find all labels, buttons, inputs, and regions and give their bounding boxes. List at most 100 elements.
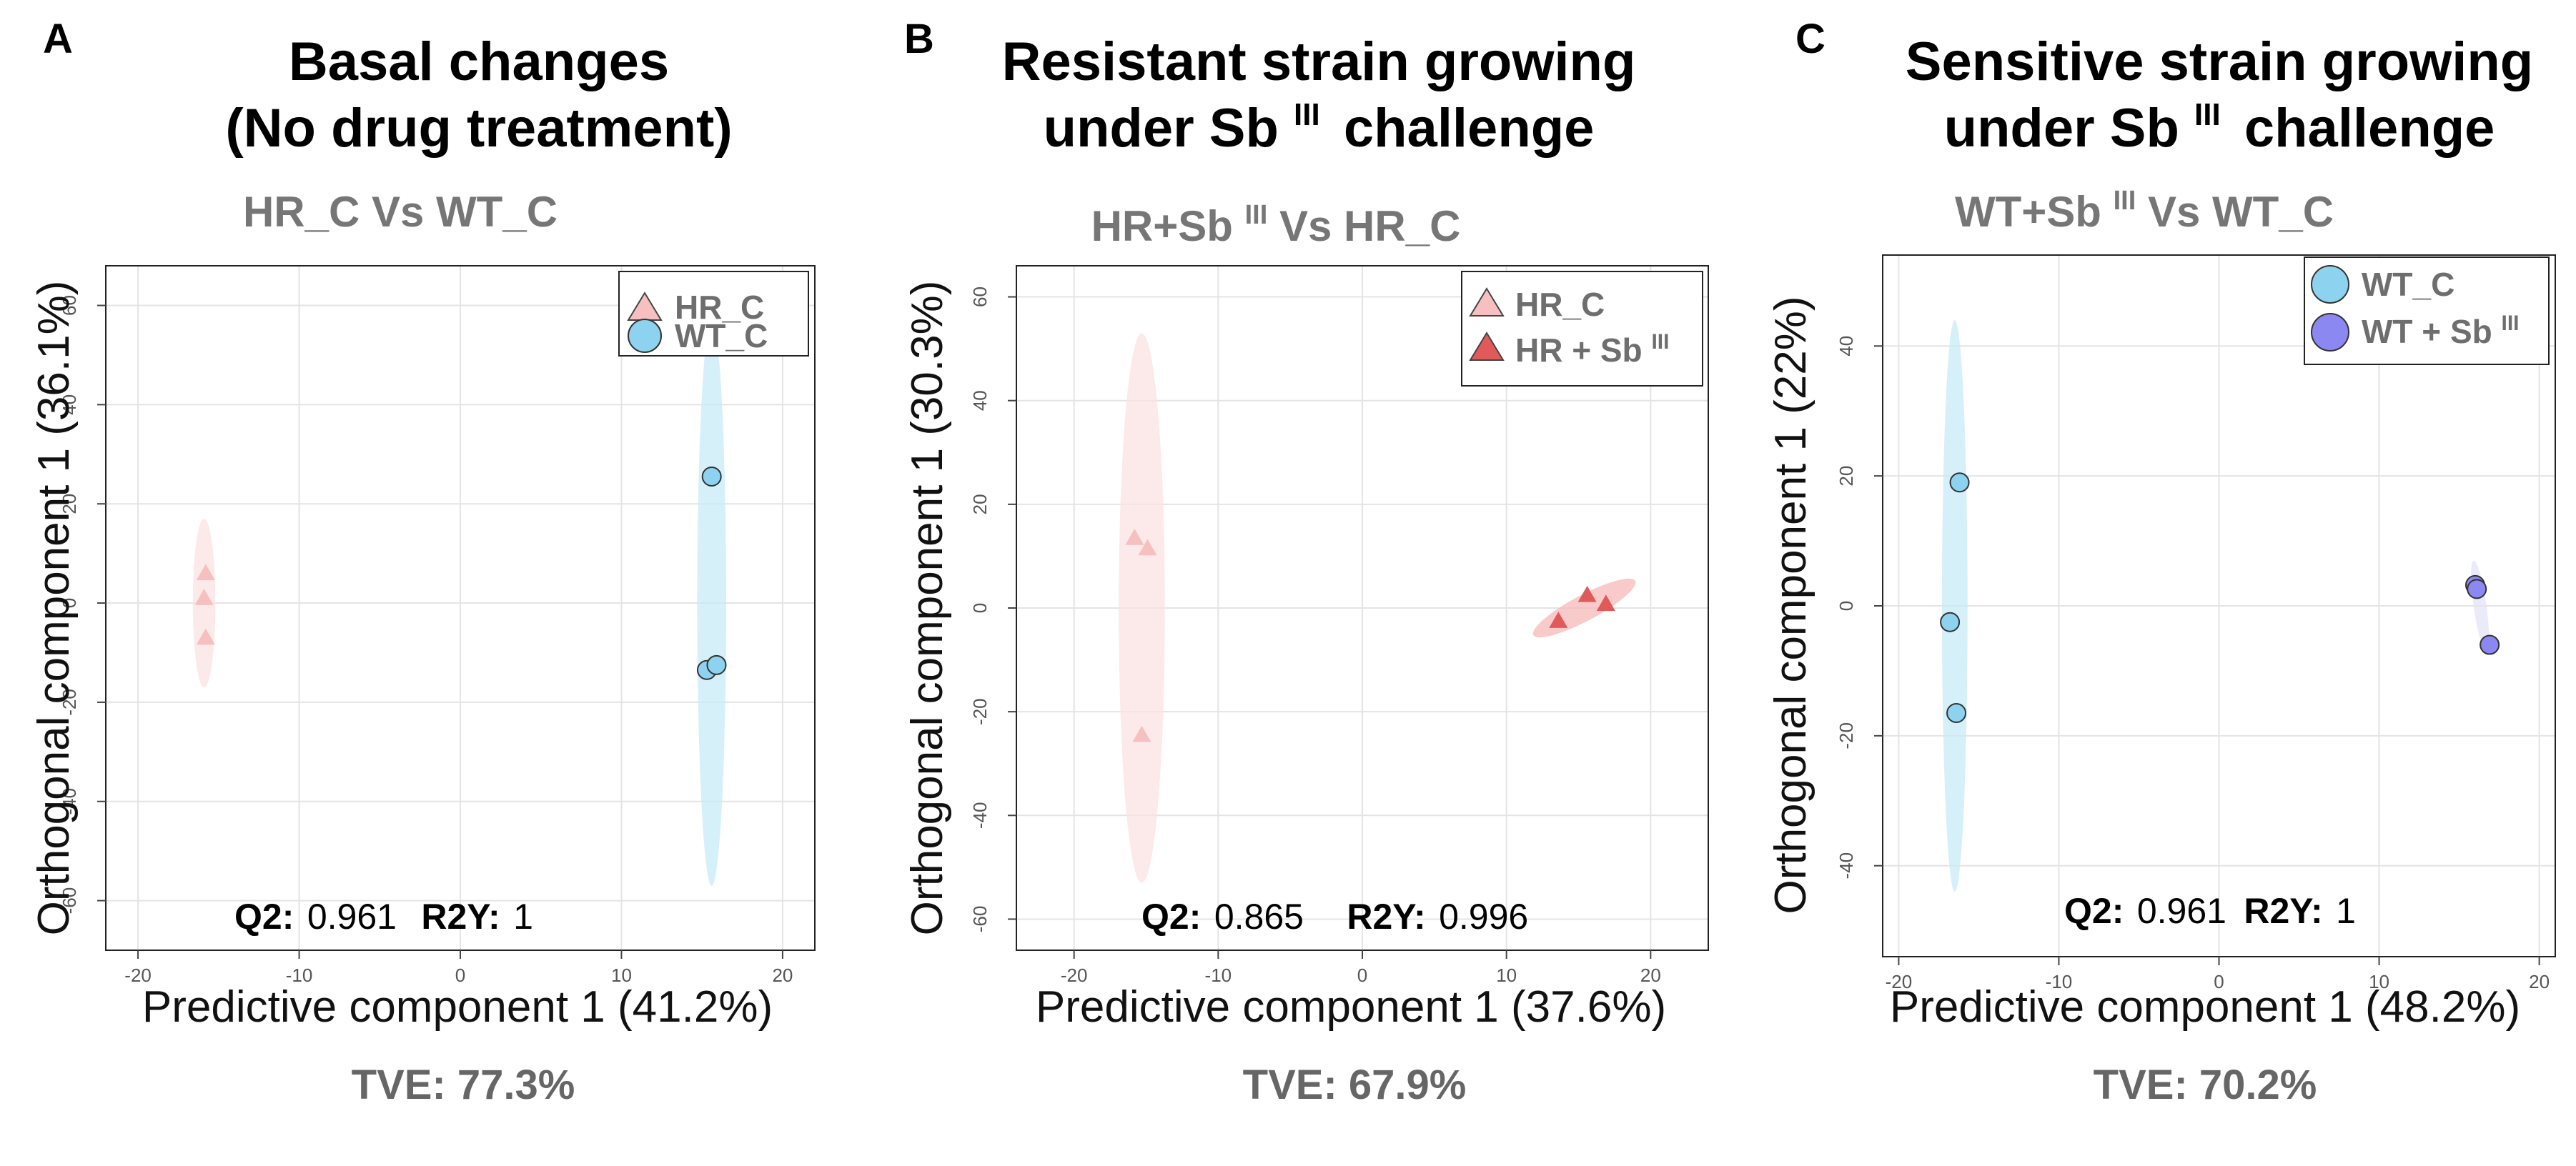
panel-c-points [1940, 472, 2500, 724]
panel-b-ytick-label: 20 [969, 494, 991, 514]
panel-b-ellipse-hr-c [1119, 333, 1165, 883]
panel-c-xtick-label: -10 [2046, 971, 2073, 992]
panel-a-ytick-label: 60 [59, 295, 80, 316]
panel-b-ylabel: Orthogonal component 1 (30.3%) [903, 281, 952, 936]
panel-c-ytick-label: 40 [1836, 336, 1857, 357]
panel-b-q2-label: Q2: [1141, 897, 1201, 937]
panel-c-point-wt-c [1946, 703, 1967, 724]
panel-a-ytick-label: -20 [59, 689, 80, 716]
panel-b-title-line2: under Sb III challenge [1044, 76, 1595, 159]
panel-b-ytick-label: 60 [969, 286, 991, 307]
panel-b-r2y-value: 0.996 [1439, 897, 1528, 937]
panel-b-legend: HR_C HR + Sb III [1461, 271, 1703, 387]
panel-c-legend-label-wt-c: WT_C [2362, 266, 2454, 303]
panel-c-ylabel: Orthogonal component 1 (22%) [1766, 296, 1815, 914]
panel-c-title-line2-end: challenge [2244, 98, 2495, 159]
panel-b-point-hr-c [1125, 529, 1144, 545]
panel-a-point-wt-c [701, 467, 722, 487]
panel-b-ytick-label: 40 [969, 390, 991, 411]
panel-a-title-line1: Basal changes [289, 31, 669, 92]
panel-b-xlabel: Predictive component 1 (37.6%) [1036, 982, 1666, 1032]
panel-a-point-hr-c [196, 628, 215, 645]
panel-c-title-superscript: III [2194, 97, 2221, 132]
panel-c: C Sensitive strain growing under Sb III … [1766, 16, 2556, 1108]
panel-b-ytick-label: -20 [969, 698, 991, 725]
panel-a: A Basal changes (No drug treatment) HR_C… [29, 16, 816, 1108]
panel-a-ytick-label: 40 [59, 394, 80, 415]
panel-c-xtick-label: 10 [2369, 971, 2389, 992]
panel-a-tve: TVE: 77.3% [352, 1062, 575, 1108]
panel-c-tve: TVE: 70.2% [2094, 1062, 2317, 1108]
panel-b-legend-box [1461, 271, 1703, 387]
panel-b-legend-label-hr-sb-text: HR + Sb [1515, 332, 1643, 369]
panel-c-ytick-label: 0 [1836, 601, 1857, 611]
panel-letter-b: B [904, 16, 934, 62]
panel-a-point-hr-c [196, 564, 215, 581]
panel-a-ylabel: Orthogonal component 1 (36.1%) [29, 281, 79, 936]
panel-b-point-hr-sb [1596, 594, 1615, 611]
panel-c-q2-label: Q2: [2064, 891, 2124, 931]
panel-b-xtick-label: 0 [1357, 965, 1367, 986]
panel-c-title-line1: Sensitive strain growing [1906, 31, 2533, 92]
panel-a-points [194, 467, 727, 680]
panel-c-r2y-label: R2Y: [2244, 891, 2322, 931]
panel-a-point-wt-c [706, 654, 727, 675]
panel-c-legend-marker-wt-sb [2311, 313, 2349, 352]
panel-c-legend-marker-wt-c [2311, 265, 2349, 304]
panel-b-xtick-label: 20 [1640, 965, 1661, 986]
panel-a-legend-marker-wt-c [628, 319, 662, 353]
panel-b-title-line2-text: under Sb [1044, 98, 1279, 159]
panel-b-legend-marker-hr-sb [1469, 332, 1505, 361]
panel-a-subtitle: HR_C Vs WT_C [243, 188, 558, 236]
panel-b-subtitle-superscript: III [1245, 200, 1268, 230]
panel-b-q2-value: 0.865 [1214, 897, 1304, 937]
panel-c-subtitle-part1: WT+Sb [1955, 188, 2101, 236]
panel-c-ellipse-wt-c [1941, 319, 1968, 892]
panel-a-legend: HR_C WT_C [618, 271, 809, 357]
panel-c-ticks: -20 -10 0 10 20 -40 -20 0 20 40 [1836, 336, 2550, 992]
panel-a-ellipse-wt-c [697, 320, 726, 886]
panel-a-ytick-label: 0 [59, 598, 80, 608]
panel-b-point-hr-sb [1577, 585, 1597, 602]
panel-b-ytick-label: -60 [969, 906, 991, 933]
panel-b-legend-marker-hr-c [1469, 287, 1505, 317]
panel-b-tve: TVE: 67.9% [1243, 1062, 1467, 1108]
panel-c-title-line2: under Sb III challenge [1944, 76, 2495, 159]
panel-b-title-line2-end: challenge [1344, 98, 1595, 159]
panel-b-legend-label-hr-c: HR_C [1515, 286, 1605, 323]
panel-a-xtick-label: 10 [611, 965, 632, 986]
panel-a-point-hr-c [194, 589, 214, 605]
panel-c-metrics: Q2: 0.961 R2Y: 1 [2064, 891, 2356, 931]
panel-a-ytick-label: 20 [59, 494, 80, 514]
panel-c-xtick-label: 20 [2529, 971, 2550, 992]
panel-c-legend-label-wt-sb: WT + Sb III [2362, 312, 2520, 350]
panel-c-legend: WT_C WT + Sb III [2304, 256, 2550, 365]
panel-c-subtitle-part3: Vs WT_C [2148, 188, 2334, 236]
panel-b-r2y-label: R2Y: [1347, 897, 1425, 937]
panel-b-subtitle-part1: HR+Sb [1091, 202, 1233, 250]
panel-b-ytick-label: 0 [969, 603, 991, 613]
panel-a-xtick-label: 20 [772, 965, 793, 986]
panel-letter-a: A [43, 16, 73, 62]
panel-c-xtick-label: -20 [1886, 971, 1913, 992]
panel-c-q2-value: 0.961 [2137, 891, 2226, 931]
panel-b-ticks: -20 -10 0 10 20 -60 -40 -20 0 20 40 60 [969, 286, 1661, 986]
panel-b-point-hr-c [1132, 725, 1151, 742]
panel-a-ytick-label: -60 [59, 887, 80, 915]
panel-c-r2y-value: 1 [2336, 891, 2356, 931]
panel-b-point-hr-c [1138, 539, 1157, 556]
panel-a-gridlines [106, 266, 815, 950]
panel-b-legend-label-hr-sb-sup: III [1651, 330, 1669, 354]
panel-c-legend-label-wt-sb-sup: III [2502, 312, 2520, 335]
panel-a-ellipses [192, 320, 726, 886]
panel-c-ytick-label: 20 [1836, 466, 1857, 487]
panel-c-subtitle-superscript: III [2114, 186, 2136, 216]
panel-b-xtick-label: 10 [1496, 965, 1517, 986]
panel-b-legend-label-hr-sb: HR + Sb III [1515, 330, 1669, 369]
panel-b-title-line1: Resistant strain growing [1002, 31, 1636, 92]
panel-c-legend-label-wt-sb-text: WT + Sb [2362, 313, 2492, 350]
panel-a-title-line2: (No drug treatment) [225, 98, 732, 159]
panel-a-legend-label-hr-c: HR_C [675, 289, 764, 326]
panel-c-point-wt-sb [2467, 579, 2487, 599]
panel-b-metrics: Q2: 0.865 R2Y: 0.996 [1141, 897, 1528, 937]
